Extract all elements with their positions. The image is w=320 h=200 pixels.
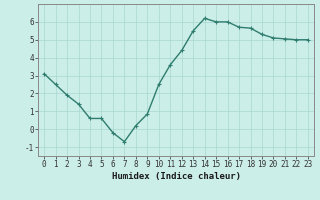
X-axis label: Humidex (Indice chaleur): Humidex (Indice chaleur) bbox=[111, 172, 241, 181]
